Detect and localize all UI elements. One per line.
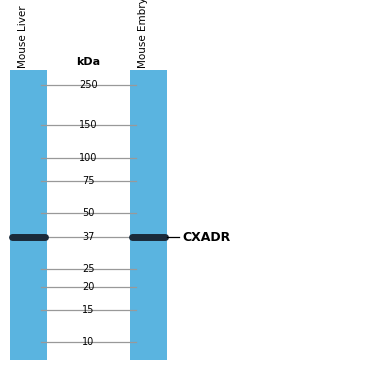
Text: 250: 250 (79, 80, 98, 90)
Bar (130, 70, 167, 360)
Text: 75: 75 (82, 176, 95, 186)
Text: 150: 150 (79, 120, 98, 130)
Text: Mouse Liver: Mouse Liver (18, 5, 28, 68)
Text: kDa: kDa (76, 57, 101, 67)
Text: 25: 25 (82, 264, 95, 274)
Text: Mouse Embryo: Mouse Embryo (138, 0, 148, 68)
Text: 10: 10 (82, 337, 94, 347)
Bar (10, 70, 47, 360)
Text: 15: 15 (82, 305, 94, 315)
Text: 50: 50 (82, 209, 94, 218)
Text: 100: 100 (80, 153, 98, 163)
Text: 37: 37 (82, 232, 94, 243)
Text: 20: 20 (82, 282, 94, 292)
Text: CXADR: CXADR (182, 231, 230, 244)
